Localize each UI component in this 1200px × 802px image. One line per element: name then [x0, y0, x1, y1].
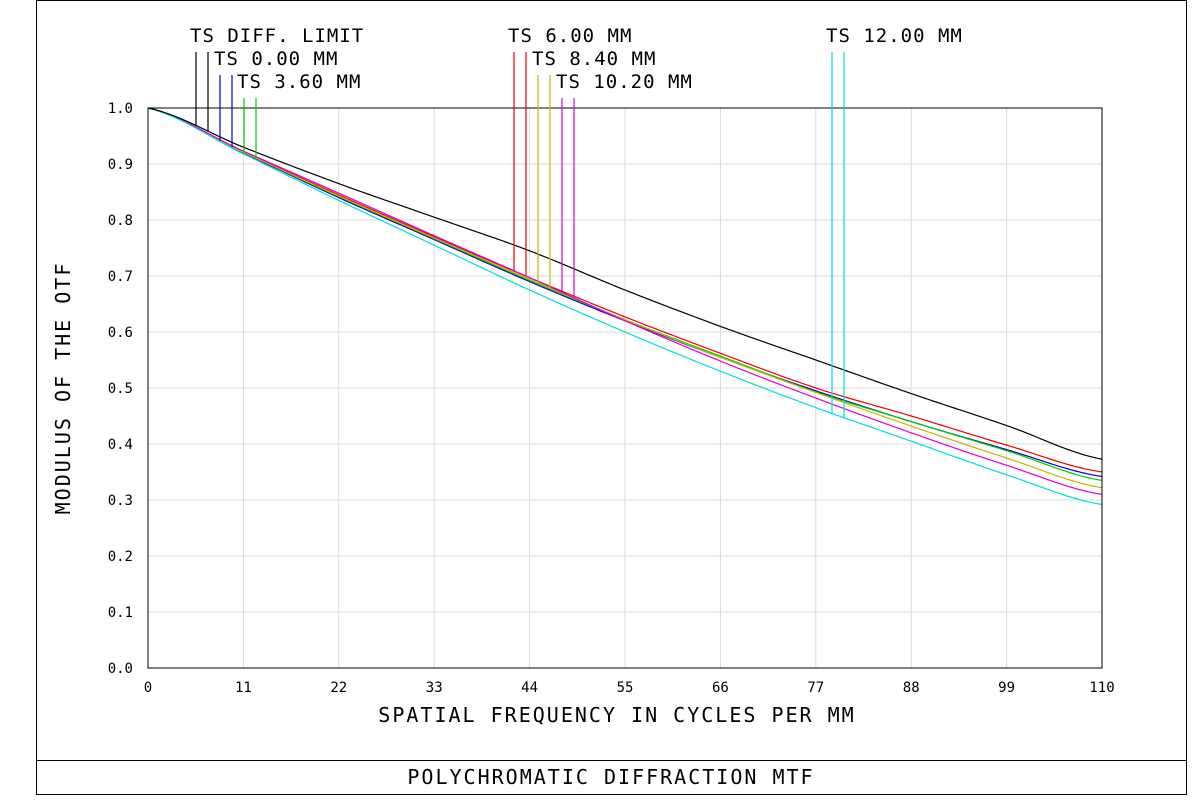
x-tick-label: 88 — [903, 680, 920, 696]
x-tick-labels: 0 11 22 33 44 55 66 77 88 99 110 — [144, 680, 1115, 696]
x-tick-label: 55 — [617, 680, 634, 696]
y-tick-label: 0.4 — [108, 437, 133, 453]
x-tick-label: 44 — [521, 680, 538, 696]
series-lines — [147, 107, 1103, 506]
y-tick-label: 0.9 — [108, 157, 133, 173]
legend-label: TS 12.00 MM — [826, 25, 963, 47]
y-tick-label: 0.1 — [108, 605, 133, 621]
x-tick-label: 77 — [807, 680, 824, 696]
x-tick-label: 22 — [330, 680, 347, 696]
y-tick-label: 1.0 — [108, 101, 133, 117]
y-tick-label: 0.3 — [108, 493, 133, 509]
outer-border — [36, 0, 1187, 795]
legend-label: TS DIFF. LIMIT — [190, 25, 364, 47]
legend-label: TS 3.60 MM — [237, 71, 361, 93]
grid — [147, 107, 1103, 669]
legend-label: TS 10.20 MM — [556, 71, 693, 93]
y-tick-label: 0.0 — [108, 661, 133, 677]
legend-label: TS 6.00 MM — [508, 25, 632, 47]
x-axis-title: SPATIAL FREQUENCY IN CYCLES PER MM — [378, 703, 855, 727]
y-tick-label: 0.6 — [108, 325, 133, 341]
series-line — [147, 107, 1103, 506]
chart-title: POLYCHROMATIC DIFFRACTION MTF — [407, 765, 814, 789]
x-tick-label: 33 — [426, 680, 443, 696]
y-tick-label: 0.7 — [108, 269, 133, 285]
series-line — [147, 107, 1103, 460]
legend-label: TS 8.40 MM — [532, 48, 656, 70]
x-tick-label: 66 — [712, 680, 729, 696]
y-tick-labels: 0.0 0.1 0.2 0.3 0.4 0.5 0.6 0.7 0.8 0.9 1.0 — [108, 101, 133, 677]
x-tick-label: 11 — [235, 680, 252, 696]
legend-label: TS 0.00 MM — [214, 48, 338, 70]
x-tick-label: 0 — [144, 680, 152, 696]
y-axis-title: MODULUS OF THE OTF — [51, 262, 75, 515]
x-tick-label: 99 — [998, 680, 1015, 696]
y-tick-label: 0.5 — [108, 381, 133, 397]
x-tick-label: 110 — [1089, 680, 1114, 696]
series-line — [147, 107, 1103, 489]
series-line — [147, 107, 1103, 495]
y-tick-label: 0.2 — [108, 549, 133, 565]
y-tick-label: 0.8 — [108, 213, 133, 229]
series-line — [147, 107, 1103, 473]
plot-area-border — [147, 107, 1103, 669]
